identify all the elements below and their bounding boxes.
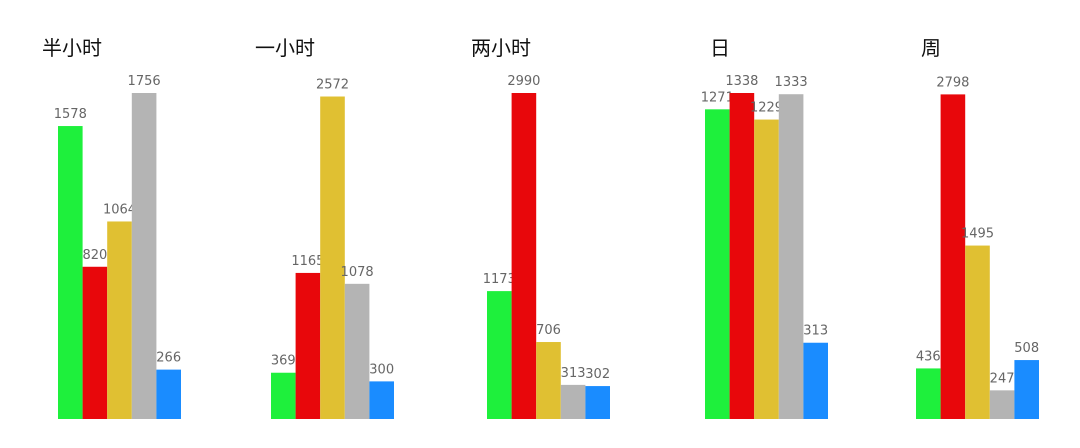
value-label: 1271 — [701, 90, 734, 105]
value-label: 1229 — [750, 101, 783, 116]
value-label: 369 — [271, 354, 296, 369]
bar — [803, 342, 828, 419]
value-label: 266 — [156, 351, 181, 366]
value-label: 247 — [990, 371, 1015, 386]
bar — [1014, 360, 1039, 419]
value-label: 1495 — [961, 227, 994, 242]
value-label: 1338 — [725, 74, 758, 89]
bar — [344, 283, 370, 419]
value-label: 1064 — [103, 202, 136, 217]
bar — [705, 109, 730, 419]
value-label: 313 — [561, 366, 586, 381]
chart-title: 两小时 — [471, 36, 531, 60]
bar — [965, 245, 990, 419]
value-label: 1173 — [483, 272, 516, 287]
bar — [487, 291, 512, 419]
bar — [778, 94, 804, 420]
value-label: 820 — [82, 248, 107, 263]
bar — [369, 381, 394, 419]
bar — [729, 93, 755, 419]
bar — [82, 266, 108, 419]
chart-title: 一小时 — [255, 36, 315, 60]
value-label: 300 — [369, 362, 394, 377]
bar — [989, 390, 1015, 419]
value-label: 313 — [803, 324, 828, 339]
bar — [754, 119, 779, 419]
bar — [58, 126, 83, 419]
bar — [585, 386, 610, 419]
bar — [107, 221, 132, 419]
bar — [916, 368, 941, 419]
value-label: 2798 — [936, 75, 969, 90]
bar — [271, 372, 296, 419]
bar — [940, 94, 966, 419]
chart-title: 半小时 — [42, 36, 102, 60]
value-label: 2990 — [507, 74, 540, 89]
value-label: 1078 — [341, 265, 374, 280]
bar — [560, 384, 586, 419]
value-label: 2572 — [316, 78, 349, 93]
value-label: 1756 — [128, 74, 161, 89]
value-label: 706 — [536, 323, 561, 338]
chart-title: 日 — [710, 36, 730, 60]
chart-title: 周 — [921, 36, 941, 60]
bar — [320, 96, 345, 419]
value-label: 1578 — [54, 107, 87, 122]
bar — [131, 93, 157, 419]
bar — [295, 272, 321, 419]
bar — [511, 93, 537, 419]
value-label: 302 — [585, 367, 610, 382]
value-label: 1165 — [291, 254, 324, 269]
bar — [536, 342, 561, 419]
value-label: 436 — [916, 349, 941, 364]
bar — [156, 369, 181, 419]
value-label: 508 — [1014, 341, 1039, 356]
value-label: 1333 — [775, 75, 808, 90]
